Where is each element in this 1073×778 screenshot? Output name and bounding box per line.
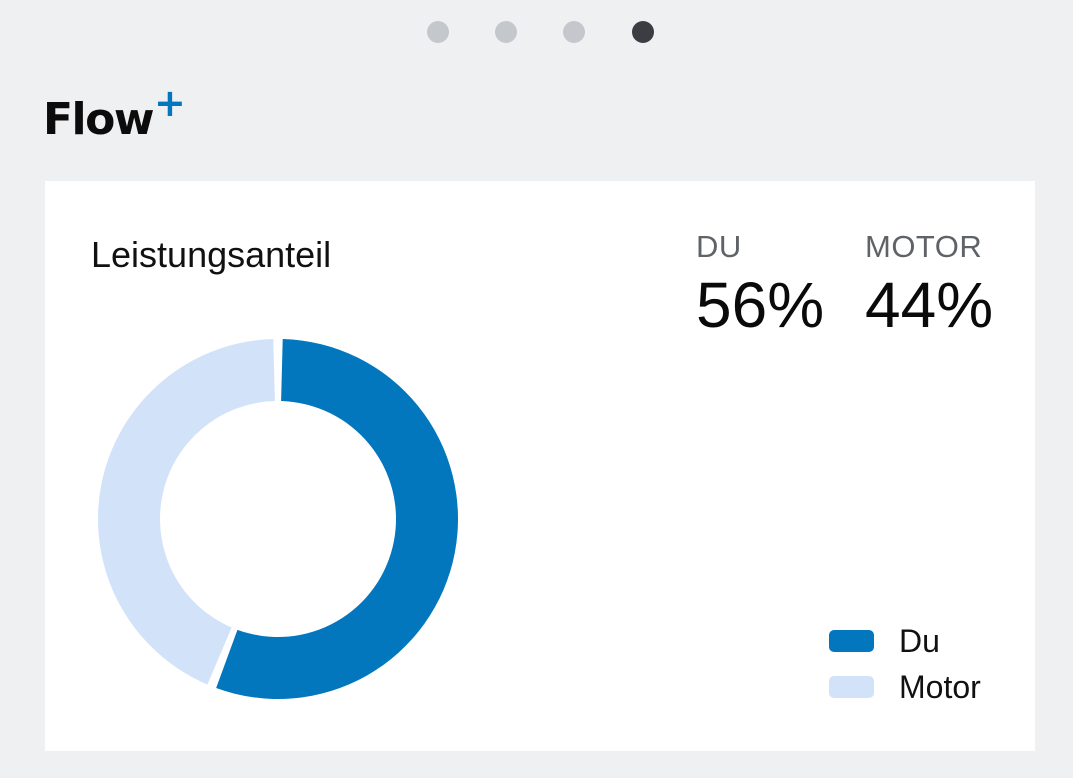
page-dot-4-active[interactable]: [632, 21, 654, 43]
page-indicator: [0, 21, 1073, 43]
legend-item-du: Du: [829, 618, 981, 664]
page-dot-3[interactable]: [563, 21, 585, 43]
stat-motor-label: MOTOR: [865, 229, 983, 264]
donut-segment-du: [216, 339, 459, 699]
card-title: Leistungsanteil: [91, 234, 332, 275]
stat-motor: MOTOR 44%: [865, 227, 993, 341]
flow-plus-logo: Flow+: [43, 81, 186, 148]
stat-du: DU 56%: [696, 227, 824, 341]
legend-swatch-du: [829, 630, 874, 652]
legend-swatch-motor: [829, 676, 874, 698]
page-dot-2[interactable]: [495, 21, 517, 43]
legend-item-motor: Motor: [829, 664, 981, 710]
power-share-card: Leistungsanteil DU 56% MOTOR 44% Du Moto…: [45, 181, 1035, 751]
logo-plus-icon: +: [154, 81, 186, 125]
legend-label-du: Du: [899, 623, 940, 659]
logo-text: Flow: [43, 94, 155, 145]
chart-legend: Du Motor: [829, 618, 981, 710]
donut-segment-motor: [97, 339, 275, 685]
page-dot-1[interactable]: [427, 21, 449, 43]
donut-chart: [97, 339, 459, 699]
stat-motor-value: 44%: [865, 269, 994, 341]
stat-du-label: DU: [696, 229, 742, 264]
legend-label-motor: Motor: [899, 669, 981, 705]
stat-du-value: 56%: [696, 269, 825, 341]
